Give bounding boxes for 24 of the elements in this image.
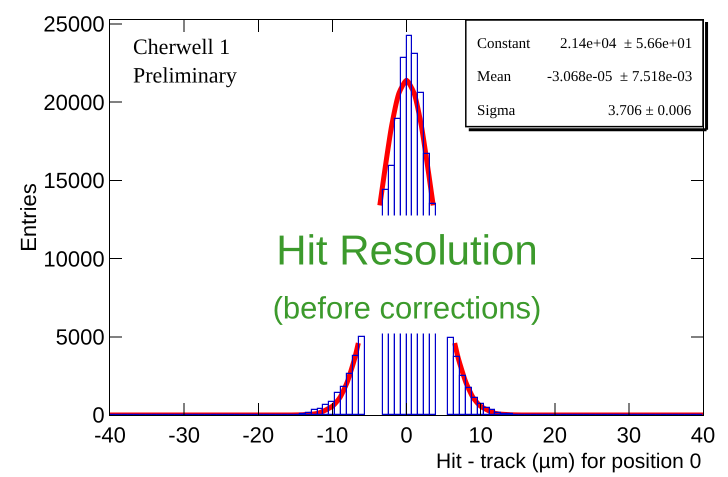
x-tick-label: 20 xyxy=(542,422,567,448)
annotation: Cherwell 1 Preliminary xyxy=(133,34,237,88)
annotation: Sigma xyxy=(477,103,516,119)
x-tick-label: 10 xyxy=(468,422,493,448)
annotation: (before corrections) xyxy=(272,290,542,326)
annotation: Mean xyxy=(477,69,512,85)
annotation: 3.706 ± 0.006 xyxy=(608,103,692,119)
annotation: 2.14e+04 ± 5.66e+01 xyxy=(560,36,692,52)
x-axis-title: Hit - track (µm) for position 0 xyxy=(436,450,702,473)
y-tick-label: 5000 xyxy=(56,324,105,350)
x-tick-label: 0 xyxy=(400,422,413,448)
annotation: Hit Resolution xyxy=(276,226,538,274)
x-tick-label: -30 xyxy=(168,422,200,448)
y-tick-label: 15000 xyxy=(43,168,105,194)
x-tick-label: -10 xyxy=(316,422,348,448)
annotation: Constant xyxy=(477,36,532,52)
x-tick-label: 30 xyxy=(616,422,642,448)
y-axis-title: Entries xyxy=(16,183,42,252)
x-tick-label: -20 xyxy=(242,422,274,448)
y-tick-label: 20000 xyxy=(43,90,105,115)
x-tick-label: 40 xyxy=(690,422,716,448)
y-tick-label: 25000 xyxy=(43,12,105,37)
y-tick-label: 10000 xyxy=(43,246,105,272)
annotation: -3.068e-05 ± 7.518e-03 xyxy=(547,69,692,85)
